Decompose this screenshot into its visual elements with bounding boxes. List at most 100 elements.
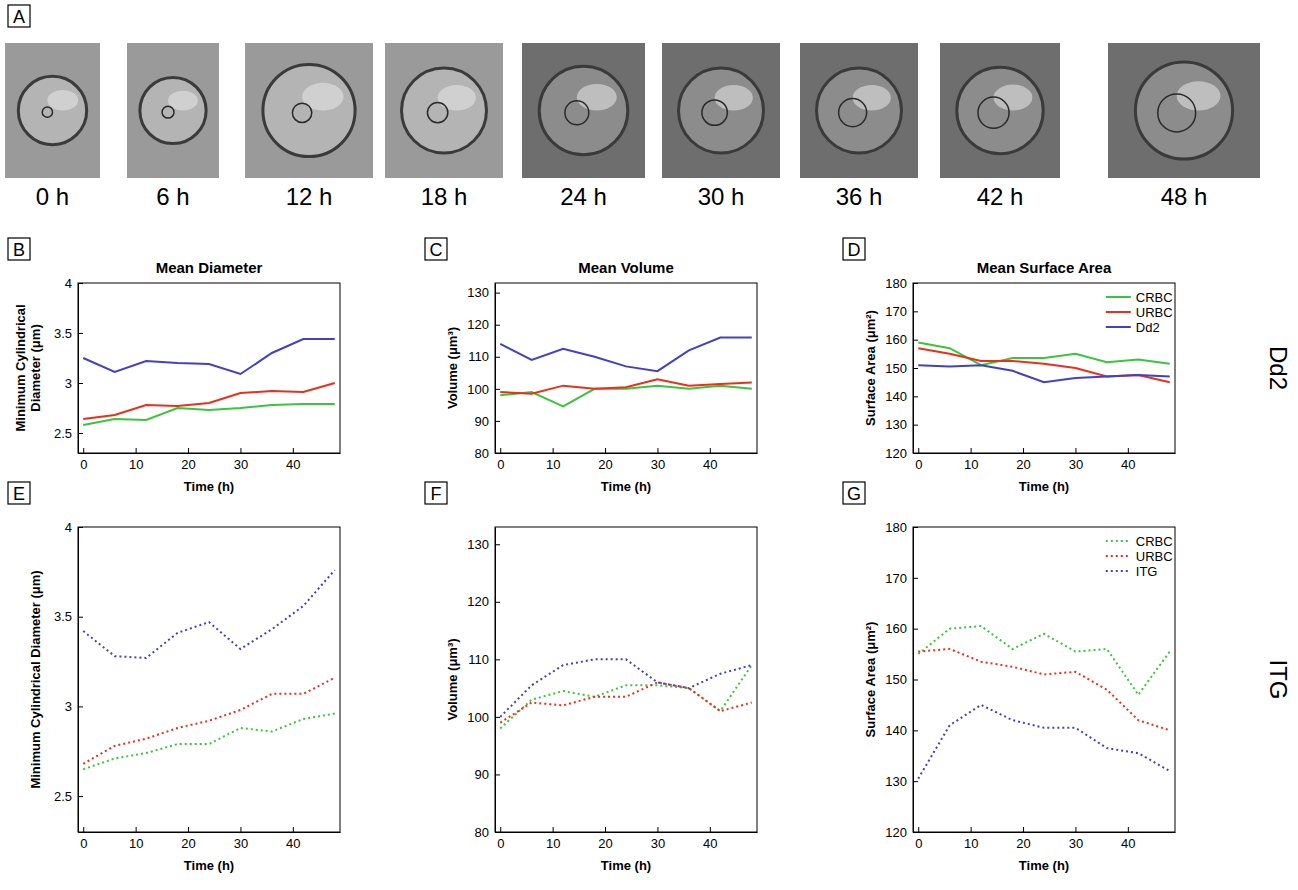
- tick: 120: [885, 446, 918, 461]
- chart-panel: 0102030408090100110120130Time (h)Volume …: [445, 527, 758, 873]
- plot-lines: [918, 626, 1170, 779]
- panel-letter: D: [848, 240, 861, 260]
- y-axis-title-line: Volume (μm³): [445, 638, 460, 720]
- time-label: 24 h: [560, 183, 607, 210]
- tick-label: 100: [467, 382, 489, 397]
- x-axis-title: Time (h): [1019, 479, 1069, 494]
- tick: 0: [80, 827, 87, 851]
- tick-mark: [913, 368, 918, 369]
- tick: 0: [915, 827, 922, 851]
- panel-letter-frame: [843, 482, 865, 504]
- series-line: [918, 649, 1170, 730]
- tick: 180: [885, 276, 918, 291]
- tick-mark: [293, 448, 294, 453]
- panel-letter-frame: [425, 238, 447, 260]
- tick-mark: [918, 827, 919, 832]
- tick-label: 20: [1016, 836, 1030, 851]
- cell-image: [940, 43, 1060, 178]
- tick: 130: [467, 537, 500, 552]
- chart-panel: 0102030408090100110120130Mean VolumeTime…: [445, 259, 758, 494]
- series-line: [918, 626, 1170, 695]
- axis-line: [79, 453, 341, 454]
- axis-line: [495, 284, 496, 454]
- tick-mark: [913, 453, 918, 454]
- tick: 20: [598, 448, 612, 472]
- tick: 30: [1069, 827, 1083, 851]
- tick-label: 170: [885, 570, 907, 585]
- tick-label: 10: [964, 457, 978, 472]
- tick-label: 30: [1069, 836, 1083, 851]
- tick-label: 80: [475, 446, 489, 461]
- panel-letter-frame: [843, 238, 865, 260]
- x-axis-title: Time (h): [601, 858, 651, 873]
- tick-mark: [78, 706, 83, 707]
- tick-label: 150: [885, 672, 907, 687]
- panel-letter: E: [13, 484, 25, 504]
- tick-label: 130: [885, 774, 907, 789]
- cell-image: [662, 43, 780, 178]
- plot-frame: [913, 283, 1175, 453]
- tick-mark: [971, 827, 972, 832]
- tick-label: 180: [885, 276, 907, 291]
- tick-mark: [710, 827, 711, 832]
- y-axis-title: Minimum Cylindrical Diameter (μm): [28, 570, 43, 788]
- tick-label: 10: [964, 836, 978, 851]
- plot-lines: [500, 659, 752, 728]
- tick-mark: [83, 827, 84, 832]
- legend: CRBCURBCDd2: [1106, 290, 1173, 335]
- tick: 40: [286, 448, 300, 472]
- tick-mark: [710, 448, 711, 453]
- tick-mark: [913, 425, 918, 426]
- figure: A0 h6 h12 h18 h24 h30 h36 h42 h48 h01020…: [0, 0, 1298, 890]
- tick: 20: [181, 448, 195, 472]
- tick-label: 4: [65, 276, 72, 291]
- tick-label: 4: [65, 520, 72, 535]
- tick-label: 20: [598, 836, 612, 851]
- cell-highlight: [438, 85, 476, 110]
- tick-mark: [553, 448, 554, 453]
- panel-letter-box: D: [843, 238, 865, 260]
- x-axis-title: Time (h): [184, 479, 234, 494]
- x-axis-title: Time (h): [601, 479, 651, 494]
- tick-label: 40: [703, 457, 717, 472]
- image-background: [127, 43, 219, 178]
- tick-mark: [240, 448, 241, 453]
- tick-mark: [495, 357, 500, 358]
- parasite: [978, 97, 1009, 128]
- cell-highlight: [47, 90, 78, 111]
- legend-label: ITG: [1136, 564, 1158, 579]
- x-axis: 010203040: [79, 448, 341, 472]
- image-background: [1108, 43, 1260, 178]
- cell-image: [245, 43, 373, 178]
- chart-panel: 0102030402.533.54Mean DiameterTime (h)Mi…: [13, 259, 341, 494]
- plot-lines: [918, 343, 1170, 383]
- cell-body: [539, 66, 628, 155]
- y-axis-title: Minimum CylindricalDiameter (μm): [13, 304, 43, 431]
- series-line: [918, 705, 1170, 779]
- chart-panel: 010203040120130140150160170180Mean Surfa…: [863, 259, 1176, 494]
- plot-lines: [83, 339, 335, 425]
- tick: 110: [468, 652, 500, 667]
- time-label: 6 h: [156, 183, 189, 210]
- cell-image: [127, 43, 219, 178]
- panel-letter-box: E: [8, 482, 30, 504]
- tick: 0: [915, 448, 922, 472]
- tick-mark: [78, 796, 83, 797]
- x-axis: 010203040: [496, 827, 758, 851]
- tick-mark: [136, 448, 137, 453]
- tick-label: 30: [234, 836, 248, 851]
- tick: 160: [885, 621, 918, 636]
- chart-title: Mean Surface Area: [977, 259, 1112, 276]
- tick-mark: [495, 389, 500, 390]
- tick: 30: [234, 827, 248, 851]
- row-label: Dd2: [1265, 346, 1292, 390]
- panel-letter-box: F: [425, 482, 447, 504]
- cell-body: [679, 68, 764, 153]
- tick-mark: [293, 827, 294, 832]
- tick: 30: [651, 448, 665, 472]
- tick-label: 0: [915, 836, 922, 851]
- cell-highlight: [715, 85, 753, 110]
- y-axis: 2.533.54: [54, 520, 83, 833]
- tick-mark: [240, 827, 241, 832]
- panel-letter-box: G: [843, 482, 865, 504]
